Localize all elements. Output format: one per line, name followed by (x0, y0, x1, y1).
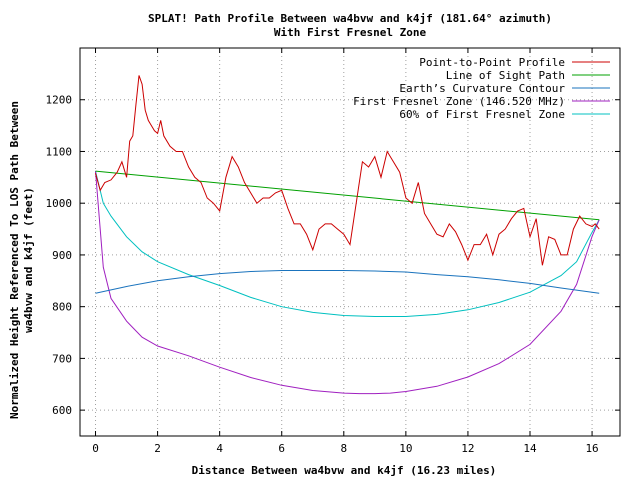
y-tick-label: 1000 (46, 197, 73, 210)
x-tick-label: 12 (461, 442, 474, 455)
legend-label: 60% of First Fresnel Zone (399, 108, 565, 121)
series-line-first-fresnel-zone-146-520-mhz (95, 171, 600, 395)
y-tick-label: 1200 (46, 94, 73, 107)
x-tick-label: 4 (216, 442, 223, 455)
chart-title: SPLAT! Path Profile Between wa4bvw and k… (148, 12, 552, 25)
series-line-line-of-sight-path (95, 170, 600, 221)
x-tick-label: 14 (523, 442, 537, 455)
x-tick-label: 10 (399, 442, 412, 455)
legend-label: Point-to-Point Profile (419, 56, 565, 69)
x-tick-label: 8 (340, 442, 347, 455)
x-tick-label: 6 (278, 442, 285, 455)
x-tick-label: 0 (92, 442, 99, 455)
series-line-60-of-first-fresnel-zone (95, 170, 600, 317)
y-tick-label: 900 (52, 249, 72, 262)
axis-ticks: 0 2 4 6 8 10 12 14 16 600 700 800 900 1000 1100 1200 (46, 48, 620, 455)
plot-frame (79, 47, 621, 437)
y-tick-label: 600 (52, 404, 72, 417)
grid (80, 48, 620, 436)
legend-label: Line of Sight Path (446, 69, 565, 82)
legend-label: First Fresnel Zone (146.520 MHz) (353, 95, 565, 108)
y-tick-label: 1100 (46, 145, 73, 158)
series-line-earth-s-curvature-contour (95, 270, 600, 294)
y-tick-label: 800 (52, 301, 72, 314)
x-axis-label: Distance Between wa4bvw and k4jf (16.23 … (192, 464, 497, 477)
series-line-point-to-point-profile (95, 75, 600, 266)
x-tick-label: 16 (585, 442, 598, 455)
x-tick-label: 2 (154, 442, 161, 455)
y-axis-label-line2: wa4bvw and k4jf (feet) (22, 187, 35, 333)
series-layer (95, 75, 600, 395)
chart-subtitle: With First Fresnel Zone (274, 26, 427, 39)
legend-label: Earth’s Curvature Contour (399, 82, 565, 95)
y-axis-label-line1: Normalized Height Referenced To LOS Path… (8, 101, 21, 419)
y-tick-label: 700 (52, 352, 72, 365)
